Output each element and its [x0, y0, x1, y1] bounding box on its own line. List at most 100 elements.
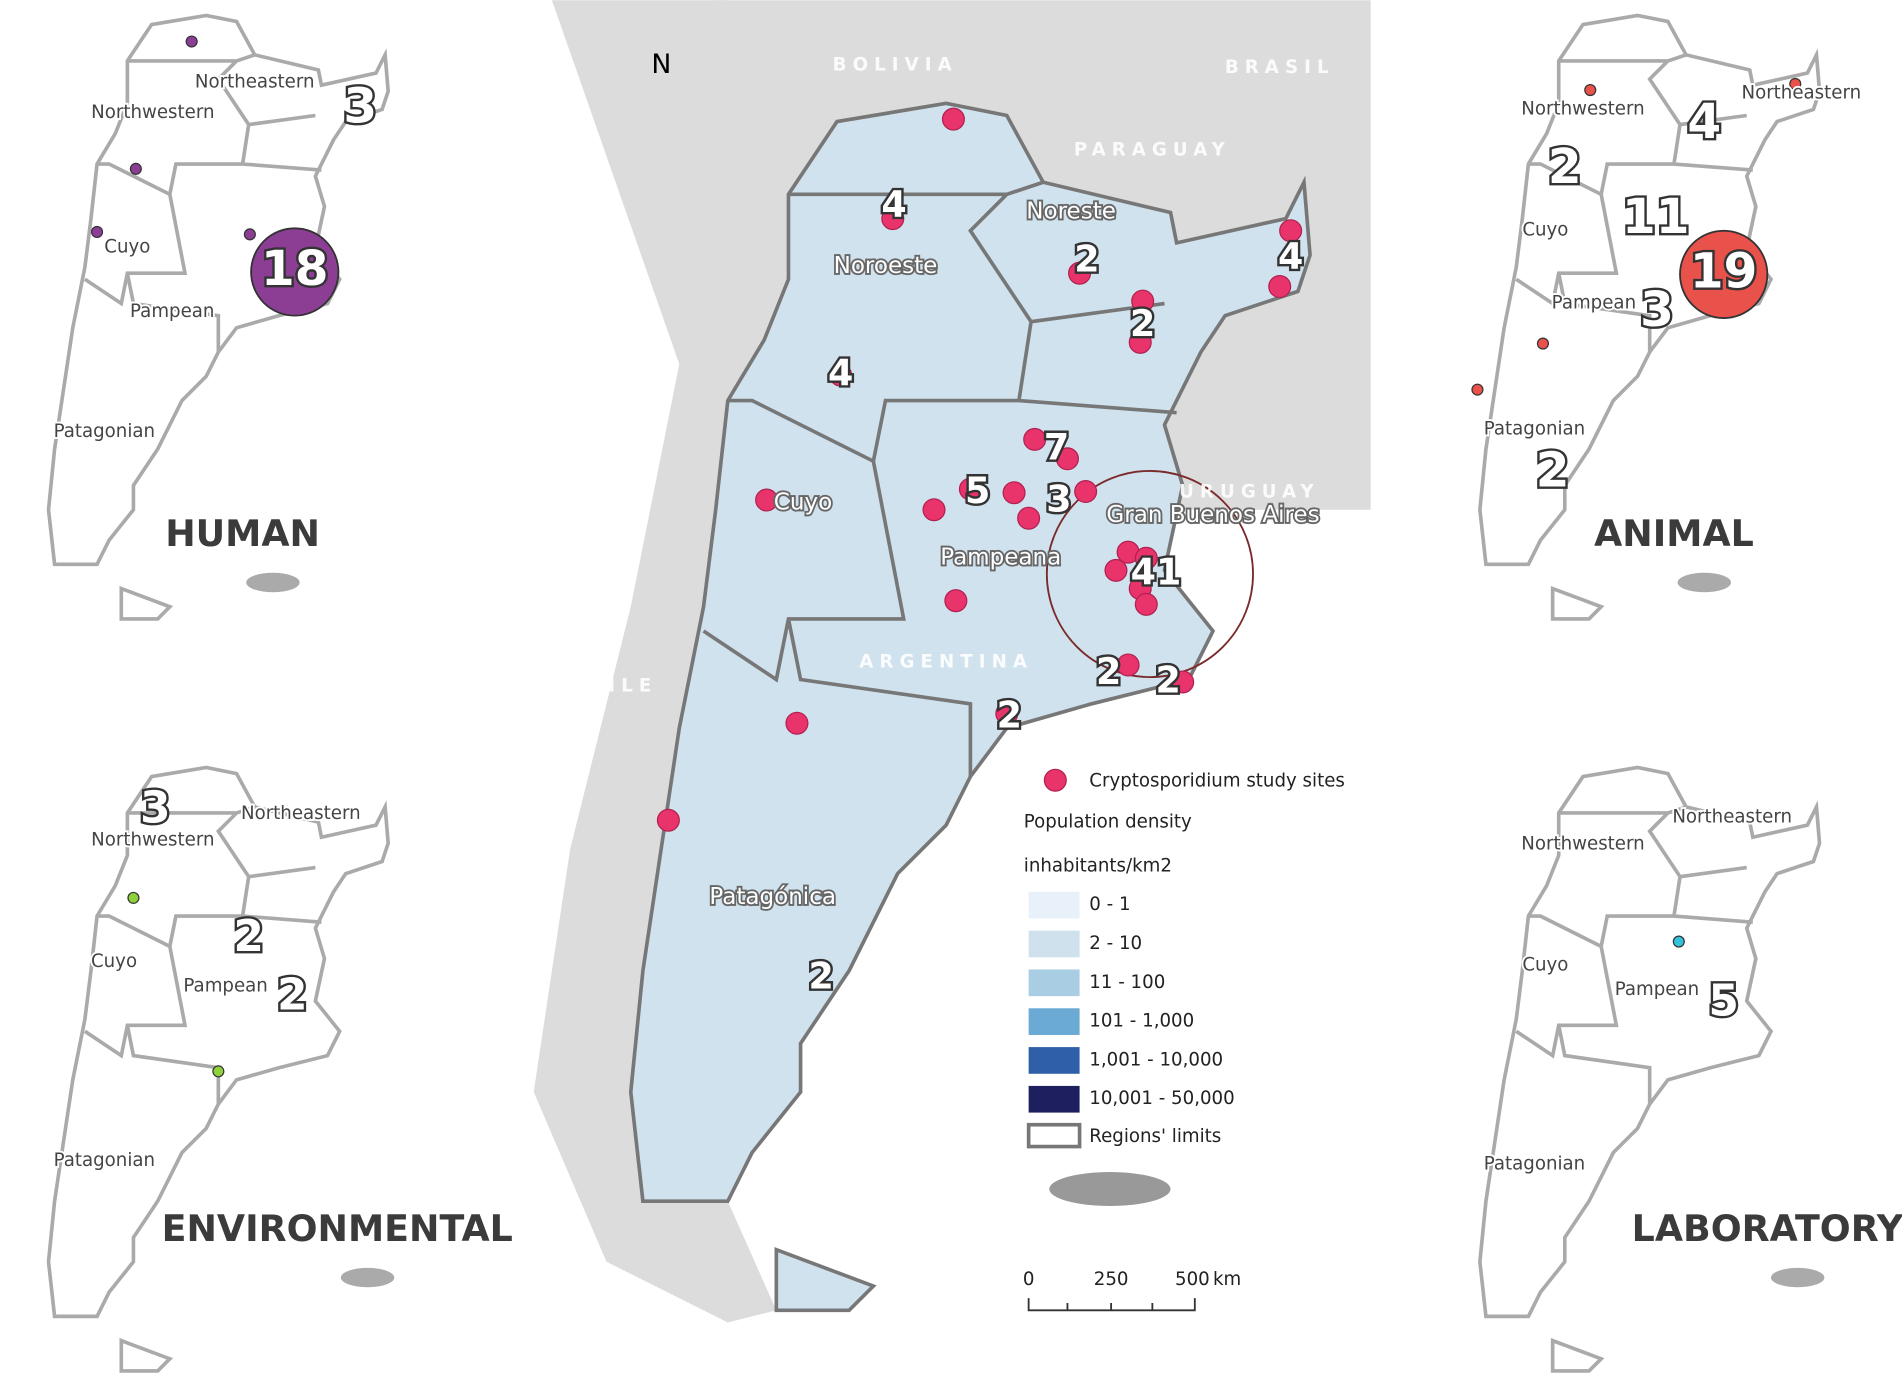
study-site — [1131, 289, 1155, 313]
legend: Cryptosporidium study sites Population d… — [1024, 768, 1345, 1206]
site-count: 2 — [277, 969, 307, 1020]
region-label: Noroeste — [834, 253, 938, 279]
site-count: 5 — [1708, 975, 1738, 1026]
region-label: Northeastern — [195, 72, 315, 93]
region-label: Northeastern — [1672, 807, 1792, 828]
panel-title: LABORATORY — [1632, 1207, 1902, 1250]
site-count: 3 — [1640, 282, 1674, 338]
study-site — [1584, 83, 1597, 97]
region-label: Patagonian — [1484, 419, 1586, 440]
region-label: Cuyo — [1522, 220, 1568, 241]
site-count: 11 — [1622, 189, 1690, 245]
study-site — [1055, 447, 1079, 471]
site-count: 5 — [965, 469, 990, 512]
scale-line — [1027, 1298, 1196, 1312]
study-site — [958, 477, 982, 501]
study-site — [1074, 480, 1098, 504]
site-count: 4 — [881, 183, 906, 226]
study-site — [1002, 481, 1026, 505]
legend-class: 10,001 - 50,000 — [1089, 1088, 1234, 1109]
legend-class: 0 - 1 — [1089, 894, 1130, 915]
chile-land — [533, 0, 777, 1323]
legend-class: 11 - 100 — [1089, 972, 1165, 993]
site-count: 2 — [1548, 139, 1582, 195]
study-site — [1017, 506, 1041, 530]
site-count: 2 — [1536, 442, 1570, 498]
region-label: Cuyo — [91, 951, 137, 972]
site-count: 2 — [1096, 650, 1121, 693]
site-count: 3 — [343, 78, 377, 134]
panel: Northeastern Northwestern Cuyo Pampean Patag… — [1478, 765, 1902, 1373]
study-site — [881, 207, 905, 231]
site-count: 2 — [1155, 658, 1180, 701]
region-label: Patagonian — [1484, 1154, 1586, 1175]
main-map: N BOLIVIA BRASIL PARAGUAY URUGUAY CHILE … — [533, 0, 1371, 1323]
scale-tick: 0 — [1023, 1269, 1035, 1290]
north-arrow: N — [651, 49, 671, 80]
region-label: Pampeana — [940, 544, 1061, 570]
study-site — [1128, 330, 1152, 354]
study-site — [829, 363, 853, 387]
study-site — [944, 589, 968, 613]
falklands — [1770, 1267, 1825, 1288]
site-count: 2 — [809, 954, 834, 997]
region-label: Cuyo — [1522, 955, 1568, 976]
region-label: Cuyo — [774, 490, 832, 516]
region-label: Patagónica — [709, 884, 836, 910]
panel-map — [1478, 765, 1822, 1373]
site-count: 7 — [1044, 426, 1069, 469]
site-count: 4 — [828, 352, 853, 395]
scale-bar: 0 250 500 km — [1023, 1269, 1241, 1312]
site-count: 4 — [1687, 94, 1721, 150]
region-label: Cuyo — [104, 237, 150, 258]
falklands — [246, 572, 300, 593]
panel-title: ANIMAL — [1594, 512, 1754, 555]
scale-tick: 500 — [1175, 1269, 1210, 1290]
study-site — [127, 891, 140, 904]
site-count: 2 — [1074, 238, 1099, 281]
gba-circle — [1045, 470, 1254, 679]
region-label: Patagonian — [54, 1150, 156, 1171]
study-site — [243, 228, 256, 241]
region-label: Gran Buenos Aires — [1106, 502, 1319, 528]
legend-title: Population density — [1024, 812, 1192, 833]
region-label: Northwestern — [91, 102, 214, 123]
panel: Northeastern Northwestern Cuyo Pampean Patag… — [1471, 13, 1863, 621]
scale-unit: km — [1213, 1269, 1241, 1290]
region-label: Northeastern — [1741, 83, 1861, 104]
study-site — [1171, 670, 1195, 694]
falklands — [1677, 572, 1731, 593]
country: BOLIVIA — [833, 55, 958, 76]
site-count: 2 — [1130, 302, 1155, 345]
legend-class: 2 - 10 — [1089, 933, 1142, 954]
country: PARAGUAY — [1074, 140, 1231, 161]
region-label: Pampean — [183, 975, 267, 996]
panel: Northeastern Northwestern Cuyo Pampean Patag… — [46, 13, 390, 621]
legend-swatch — [1028, 969, 1080, 997]
study-site — [129, 162, 142, 175]
site-count: 4 — [1278, 235, 1303, 278]
legend-swatch — [1028, 1008, 1080, 1035]
study-site — [1068, 261, 1092, 285]
region-label: Noreste — [1026, 199, 1116, 225]
study-site — [656, 808, 680, 832]
site-count: 2 — [233, 911, 263, 962]
study-site — [212, 1065, 225, 1078]
legend-swatch — [1028, 1047, 1080, 1074]
study-site — [1134, 546, 1158, 570]
study-site — [995, 701, 1019, 726]
site-count: 2 — [997, 694, 1022, 737]
site-count: 19 — [1690, 243, 1758, 299]
region-label: Pampean — [1615, 979, 1699, 1000]
legend-swatch — [1028, 930, 1080, 958]
country: BRASIL — [1225, 57, 1335, 78]
site-count: 3 — [140, 783, 170, 834]
falklands — [340, 1267, 395, 1288]
study-site — [1134, 592, 1158, 616]
region-label: Northwestern — [1521, 98, 1644, 119]
study-site — [1536, 337, 1550, 350]
legend-swatch — [1028, 891, 1080, 919]
study-site — [1672, 935, 1685, 948]
legend-limits-symbol — [1026, 1122, 1082, 1149]
